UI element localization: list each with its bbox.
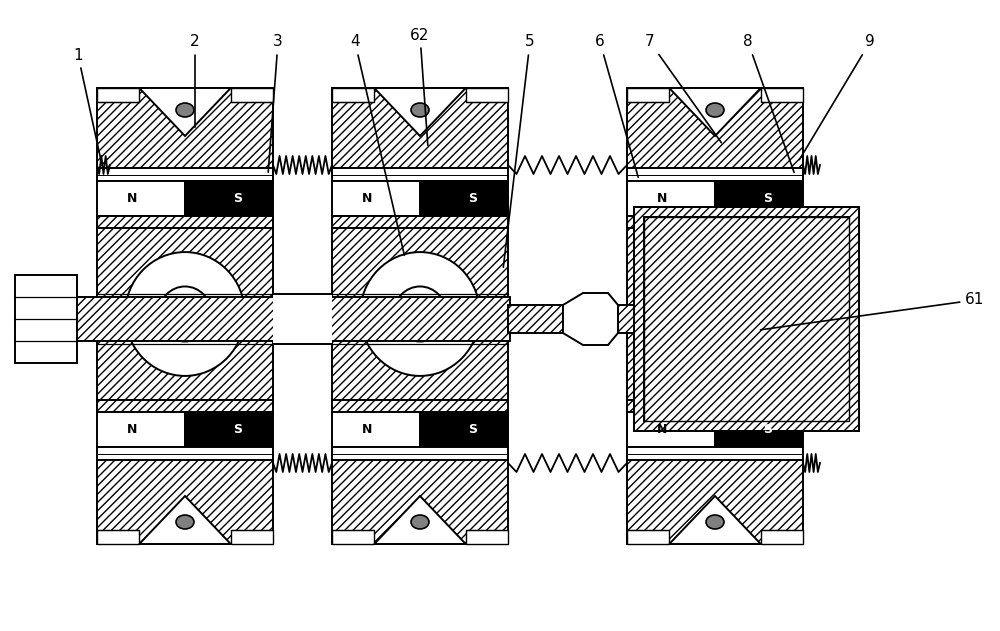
Text: 3: 3 (268, 35, 283, 172)
Text: 1: 1 (73, 47, 101, 162)
Bar (715, 412, 803, 447)
Text: 7: 7 (645, 35, 721, 143)
Polygon shape (563, 293, 618, 345)
Bar (332, 181, 420, 216)
Bar (627, 228, 803, 400)
Text: N: N (657, 192, 667, 205)
Ellipse shape (706, 103, 724, 117)
Bar (508, 305, 563, 333)
Ellipse shape (125, 252, 245, 376)
Bar (332, 216, 508, 228)
Ellipse shape (159, 286, 211, 341)
Bar (634, 207, 859, 431)
Bar (332, 447, 508, 460)
Polygon shape (374, 88, 466, 136)
Bar (627, 88, 669, 102)
Bar (97, 530, 139, 544)
Bar (761, 530, 803, 544)
Polygon shape (139, 88, 231, 136)
Bar (627, 216, 803, 228)
Text: N: N (362, 423, 372, 436)
Text: S: S (468, 192, 477, 205)
Ellipse shape (411, 103, 429, 117)
Text: S: S (468, 423, 477, 436)
Bar (627, 181, 715, 216)
Text: S: S (763, 192, 772, 205)
Bar (420, 181, 508, 216)
Polygon shape (669, 88, 761, 136)
Text: 6: 6 (595, 35, 638, 177)
Bar (97, 228, 273, 400)
Ellipse shape (655, 252, 775, 376)
Text: S: S (233, 192, 242, 205)
Bar (97, 181, 185, 216)
Text: S: S (763, 423, 772, 436)
Bar (627, 168, 803, 181)
Text: 61: 61 (761, 293, 985, 330)
Text: N: N (362, 192, 372, 205)
Bar (332, 400, 508, 412)
Bar (715, 181, 803, 216)
Bar (420, 412, 508, 447)
Text: 9: 9 (799, 35, 875, 160)
Bar (97, 88, 139, 102)
Bar (761, 88, 803, 102)
Ellipse shape (706, 515, 724, 529)
Bar (97, 88, 273, 168)
Bar (332, 412, 420, 447)
Bar (332, 228, 508, 400)
Text: 62: 62 (410, 28, 430, 145)
Bar (332, 168, 508, 181)
Bar (627, 400, 803, 412)
Bar (332, 460, 508, 544)
Polygon shape (669, 496, 761, 544)
Bar (97, 412, 185, 447)
Ellipse shape (411, 515, 429, 529)
Bar (231, 530, 273, 544)
Text: 4: 4 (350, 35, 404, 256)
Text: S: S (233, 423, 242, 436)
Bar (466, 88, 508, 102)
Bar (644, 217, 849, 421)
Text: N: N (127, 192, 137, 205)
Ellipse shape (360, 252, 480, 376)
Ellipse shape (176, 103, 194, 117)
Ellipse shape (394, 286, 446, 341)
Bar (332, 88, 508, 168)
Text: 5: 5 (503, 35, 535, 268)
Bar (97, 460, 273, 544)
Bar (627, 460, 803, 544)
Ellipse shape (176, 515, 194, 529)
Bar (332, 88, 374, 102)
Bar (634, 207, 859, 431)
Bar (97, 447, 273, 460)
Ellipse shape (689, 286, 741, 341)
Bar (618, 305, 634, 333)
Bar (627, 530, 669, 544)
Bar (77, 297, 510, 341)
Bar (644, 217, 849, 421)
Bar (185, 181, 273, 216)
Bar (97, 400, 273, 412)
Bar (273, 294, 332, 344)
Text: N: N (657, 423, 667, 436)
Polygon shape (374, 496, 466, 544)
Bar (332, 530, 374, 544)
Bar (185, 412, 273, 447)
Bar (231, 88, 273, 102)
Text: 2: 2 (190, 35, 200, 127)
Bar (466, 530, 508, 544)
Text: N: N (127, 423, 137, 436)
Bar (627, 412, 715, 447)
Bar (97, 216, 273, 228)
Polygon shape (139, 496, 231, 544)
Bar (627, 447, 803, 460)
Bar (97, 168, 273, 181)
Bar (15, 275, 77, 363)
Text: 8: 8 (743, 35, 794, 172)
Bar (627, 88, 803, 168)
